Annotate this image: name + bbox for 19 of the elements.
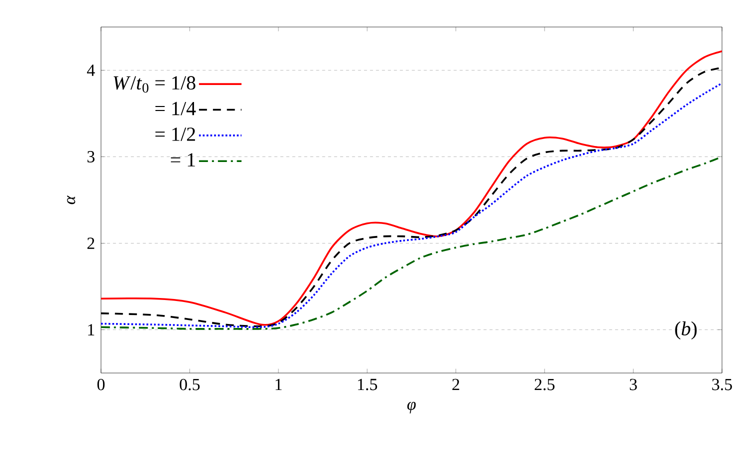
annotation: (b)	[675, 321, 697, 340]
y-tick-label: 3	[88, 151, 94, 162]
x-tick-label: 3	[630, 378, 637, 390]
legend-label: W/t$_{0}$ = 1/8	[114, 76, 196, 93]
legend-label: = 1/2	[155, 128, 195, 141]
x-tick-label: 2.5	[534, 378, 555, 390]
x-tick-label: 1	[276, 378, 282, 390]
x-tick-label: 0	[97, 378, 105, 390]
y-tick-label: 1	[88, 324, 94, 336]
x-tick-label: 0.5	[180, 378, 200, 390]
x-axis-title: φ	[407, 402, 416, 414]
y-axis-title: α	[67, 195, 76, 204]
legend-label: = 1	[170, 153, 195, 166]
y-tick-label: 2	[87, 238, 94, 249]
x-tick-label: 3.5	[712, 378, 732, 390]
y-tick-label: 4	[87, 64, 95, 76]
legend-label: = 1/4	[155, 102, 196, 116]
x-tick-label: 2	[452, 378, 460, 390]
x-tick-label: 1.5	[358, 378, 378, 390]
